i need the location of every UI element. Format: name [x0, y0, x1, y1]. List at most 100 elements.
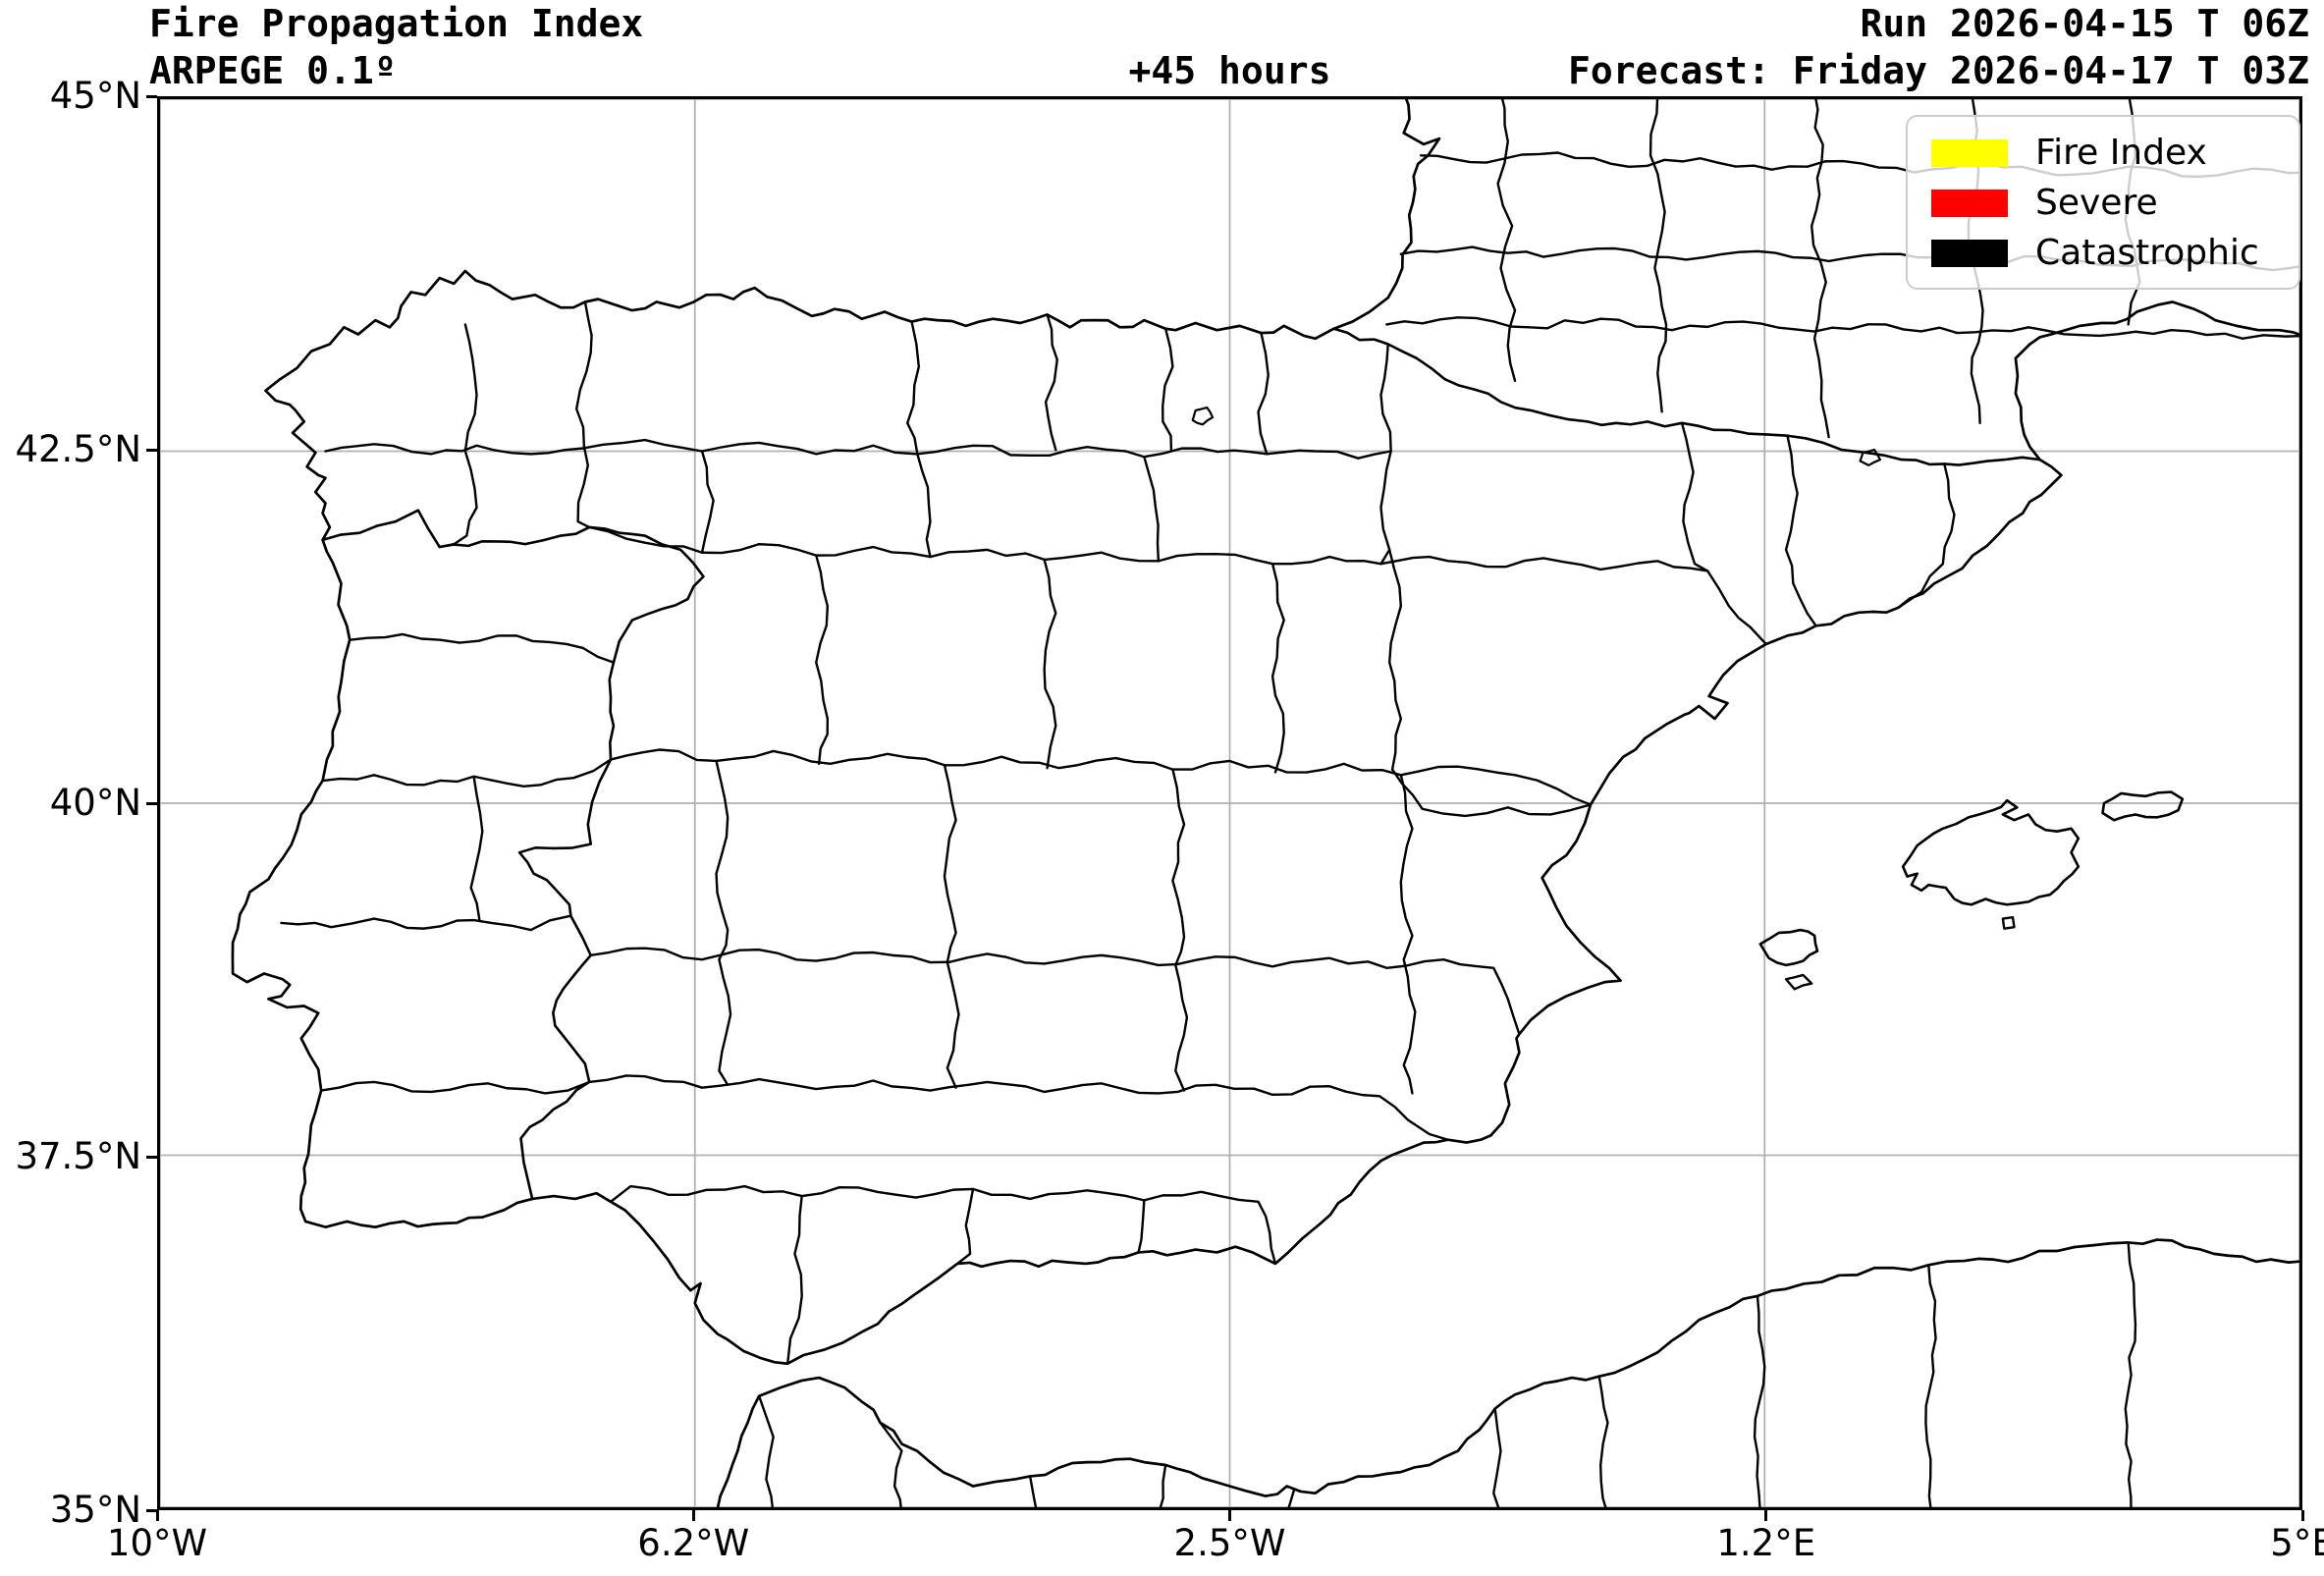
boundary-path	[719, 959, 730, 1085]
legend-item-fire-index: Fire Index	[1931, 128, 2289, 178]
iberia-map-canvas	[160, 99, 2299, 1507]
legend-swatch-icon	[1931, 189, 2008, 217]
boundary-path	[1925, 1265, 1935, 1507]
figure-title: Fire Propagation Index	[149, 2, 644, 45]
boundary-path	[947, 962, 959, 1088]
boundary-path	[1159, 1465, 1165, 1507]
boundary-path	[591, 949, 1520, 1034]
y-tick-label: 40°N	[49, 782, 141, 824]
boundary-path	[471, 777, 483, 920]
boundary-path	[1786, 975, 1811, 989]
boundary-path	[1650, 99, 1666, 411]
legend-item-severe: Severe	[1931, 178, 2289, 228]
y-tick-label: 42.5°N	[15, 428, 141, 470]
boundary-path	[945, 765, 956, 962]
x-tick-mark	[1764, 1510, 1768, 1521]
boundary-path	[717, 761, 729, 959]
coastline-path	[233, 99, 2299, 1364]
model-subtitle: ARPEGE 0.1º	[149, 49, 397, 92]
legend-label: Catastrophic	[2035, 232, 2259, 273]
x-tick-label: 6.2°W	[637, 1522, 750, 1564]
boundary-path	[917, 454, 930, 557]
boundary-path	[1287, 1491, 1294, 1507]
legend-label: Fire Index	[2035, 132, 2207, 173]
boundary-path	[323, 760, 611, 787]
boundary-path	[816, 556, 828, 764]
boundary-path	[611, 750, 1591, 805]
boundary-path	[323, 511, 704, 1199]
boundary-path	[1334, 329, 2040, 465]
boundary-path	[1172, 770, 1184, 965]
boundary-path	[1861, 450, 1880, 465]
boundary-path	[611, 1186, 1275, 1264]
x-tick-mark	[1228, 1510, 1231, 1521]
x-tick-mark	[691, 1510, 695, 1521]
boundary-path	[759, 1396, 774, 1507]
y-tick-mark	[146, 1508, 157, 1512]
boundary-path	[1380, 345, 1390, 565]
boundary-path	[1193, 408, 1213, 424]
boundary-path	[1272, 564, 1284, 772]
y-tick-mark	[146, 801, 157, 805]
y-tick-mark	[146, 1155, 157, 1159]
boundary-path	[1139, 1200, 1145, 1252]
boundary-path	[1162, 329, 1172, 452]
boundary-path	[1144, 457, 1159, 561]
boundary-path	[1404, 959, 1416, 1093]
boundary-path	[1493, 1409, 1500, 1507]
boundary-path	[1899, 463, 1955, 607]
y-tick-mark	[146, 448, 157, 452]
y-tick-mark	[146, 94, 157, 98]
boundary-path	[1760, 930, 1817, 965]
y-tick-label: 45°N	[49, 75, 141, 117]
boundary-path	[1755, 1296, 1764, 1507]
boundary-path	[589, 1075, 1448, 1139]
boundary-path	[907, 322, 919, 455]
lead-time-label: +45 hours	[1128, 49, 1331, 92]
x-tick-label: 1.2°E	[1716, 1522, 1816, 1564]
boundary-path	[1786, 436, 1816, 626]
boundary-path	[1046, 314, 1057, 450]
boundary-path	[2103, 792, 2183, 821]
legend-item-catastrophic: Catastrophic	[1931, 228, 2289, 278]
boundary-path	[1389, 550, 1401, 770]
map-plot-area: Fire Index Severe Catastrophic	[157, 96, 2302, 1510]
boundary-path	[350, 634, 614, 663]
y-tick-label: 37.5°N	[15, 1135, 141, 1177]
legend-swatch-icon	[1931, 138, 2008, 167]
grid-lines	[160, 99, 2299, 1507]
y-tick-label: 35°N	[49, 1489, 141, 1531]
x-tick-mark	[2300, 1510, 2304, 1521]
x-tick-label: 2.5°W	[1173, 1522, 1286, 1564]
boundary-path	[1386, 317, 2299, 339]
boundary-path	[1045, 560, 1056, 768]
boundary-path	[957, 1189, 973, 1264]
boundary-path	[281, 916, 570, 930]
x-tick-mark	[155, 1510, 159, 1521]
boundary-path	[881, 1423, 902, 1507]
boundary-path	[1175, 965, 1187, 1091]
legend-swatch-icon	[1931, 239, 2008, 267]
map-legend: Fire Index Severe Catastrophic	[1906, 115, 2300, 290]
legend-label: Severe	[2035, 182, 2158, 223]
boundary-path	[321, 1082, 589, 1093]
boundary-path	[717, 1240, 2299, 1507]
boundary-path	[1682, 423, 1707, 571]
boundary-path	[2003, 917, 2015, 928]
boundary-path	[1811, 99, 1828, 437]
forecast-datetime-label: Forecast: Friday 2026-04-17 T 03Z	[1568, 49, 2309, 92]
boundary-path	[1380, 557, 1765, 644]
boundary-path	[326, 444, 582, 454]
boundary-path	[1259, 333, 1269, 454]
boundary-path	[1599, 1377, 1608, 1507]
boundary-path	[1401, 775, 1413, 959]
boundary-path	[1392, 770, 1591, 816]
boundary-path	[1030, 1476, 1037, 1507]
boundary-path	[582, 440, 1391, 459]
boundary-path	[787, 1196, 802, 1364]
boundary-path	[440, 324, 477, 547]
boundary-path	[702, 452, 714, 553]
run-datetime-label: Run 2026-04-15 T 06Z	[1860, 2, 2309, 45]
boundary-path	[576, 301, 591, 526]
